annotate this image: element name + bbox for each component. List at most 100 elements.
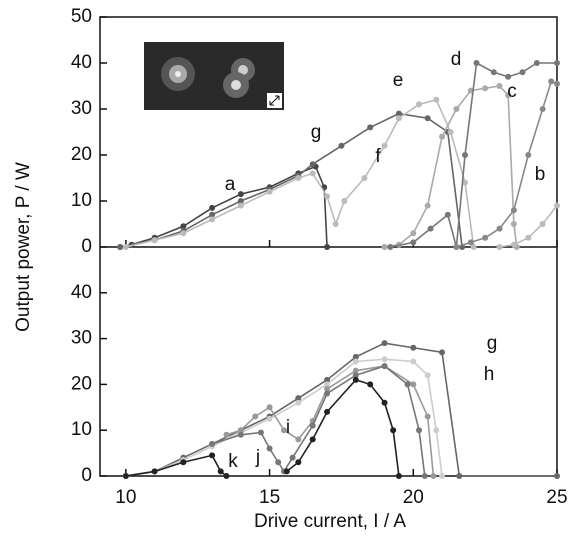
y-tick-label: 40: [71, 52, 92, 73]
data-point: [180, 459, 187, 466]
x-axis-label: Drive current, I / A: [254, 511, 406, 532]
data-point: [510, 207, 517, 214]
data-point: [266, 188, 273, 195]
data-point: [361, 175, 368, 181]
data-point: [266, 445, 273, 452]
data-point: [266, 404, 273, 411]
x-tick-label: 25: [546, 487, 567, 508]
data-point: [410, 381, 417, 388]
data-point: [473, 60, 480, 66]
data-point: [519, 69, 526, 76]
data-point: [352, 358, 359, 365]
data-point: [309, 161, 316, 168]
data-point: [237, 202, 244, 209]
data-point: [352, 353, 359, 360]
data-point: [324, 408, 331, 415]
y-tick-label: 10: [71, 419, 92, 440]
data-point: [395, 473, 402, 479]
data-point: [496, 244, 503, 250]
data-point: [456, 473, 463, 479]
data-point: [467, 239, 474, 246]
series-line: [119, 112, 463, 248]
data-point: [410, 344, 417, 351]
data-point: [424, 202, 431, 209]
data-point: [283, 468, 290, 475]
data-point: [424, 115, 431, 122]
data-point: [539, 106, 546, 112]
data-point: [404, 381, 411, 388]
data-point: [151, 468, 158, 475]
data-point: [324, 385, 331, 392]
data-point: [482, 234, 489, 241]
data-point: [209, 216, 216, 223]
series-line: [125, 378, 400, 477]
y-tick-label: 20: [71, 373, 92, 394]
data-point: [295, 399, 302, 406]
data-point: [416, 101, 423, 108]
data-point: [462, 152, 469, 158]
data-point: [496, 83, 503, 89]
data-point: [209, 452, 216, 459]
series-label: i: [286, 417, 290, 438]
data-point: [395, 110, 402, 117]
data-point: [209, 440, 216, 447]
x-tick-label: 20: [403, 487, 424, 508]
data-point: [295, 459, 302, 466]
data-point: [424, 372, 431, 379]
data-point: [505, 73, 512, 80]
series-label: j: [255, 447, 260, 468]
data-point: [309, 436, 316, 443]
y-tick-label: 30: [71, 98, 92, 119]
data-point: [390, 427, 397, 434]
data-point: [217, 468, 224, 475]
data-point: [122, 473, 129, 479]
data-point: [554, 202, 560, 209]
data-point: [381, 363, 388, 370]
data-point: [381, 399, 388, 406]
x-tick-label: 15: [259, 487, 280, 508]
data-point: [416, 427, 423, 434]
data-point: [309, 422, 316, 429]
data-point: [510, 241, 517, 248]
data-point: [439, 473, 446, 479]
series-label: f: [375, 146, 381, 167]
data-point: [496, 225, 503, 232]
data-point: [554, 473, 560, 479]
data-point: [387, 244, 394, 250]
data-point: [352, 376, 359, 383]
data-point: [280, 427, 287, 434]
data-point: [554, 60, 560, 66]
data-point: [275, 459, 282, 466]
data-point: [295, 395, 302, 402]
data-point: [490, 69, 497, 76]
data-point: [352, 372, 359, 379]
data-point: [367, 124, 374, 131]
data-point: [117, 244, 124, 250]
data-point: [332, 221, 339, 227]
data-point: [324, 193, 331, 200]
data-point: [539, 221, 546, 227]
data-point: [324, 244, 331, 250]
data-point: [180, 230, 187, 237]
series-label: a: [225, 174, 236, 195]
data-point: [266, 415, 273, 422]
data-point: [381, 142, 388, 149]
data-point: [470, 244, 477, 250]
data-point: [309, 170, 316, 177]
data-point: [421, 473, 428, 479]
data-point: [410, 239, 417, 246]
y-tick-label: 10: [71, 190, 92, 211]
series-label: g: [487, 333, 498, 354]
data-point: [209, 204, 216, 211]
y-tick-label: 50: [71, 6, 92, 27]
data-point: [424, 413, 431, 420]
x-tick-label: 10: [115, 487, 136, 508]
data-point: [439, 133, 446, 140]
series-line: [125, 342, 557, 477]
data-point: [151, 237, 158, 244]
data-point: [237, 427, 244, 434]
data-point: [180, 223, 187, 230]
series-line: [125, 358, 443, 477]
series-label: c: [507, 81, 517, 102]
